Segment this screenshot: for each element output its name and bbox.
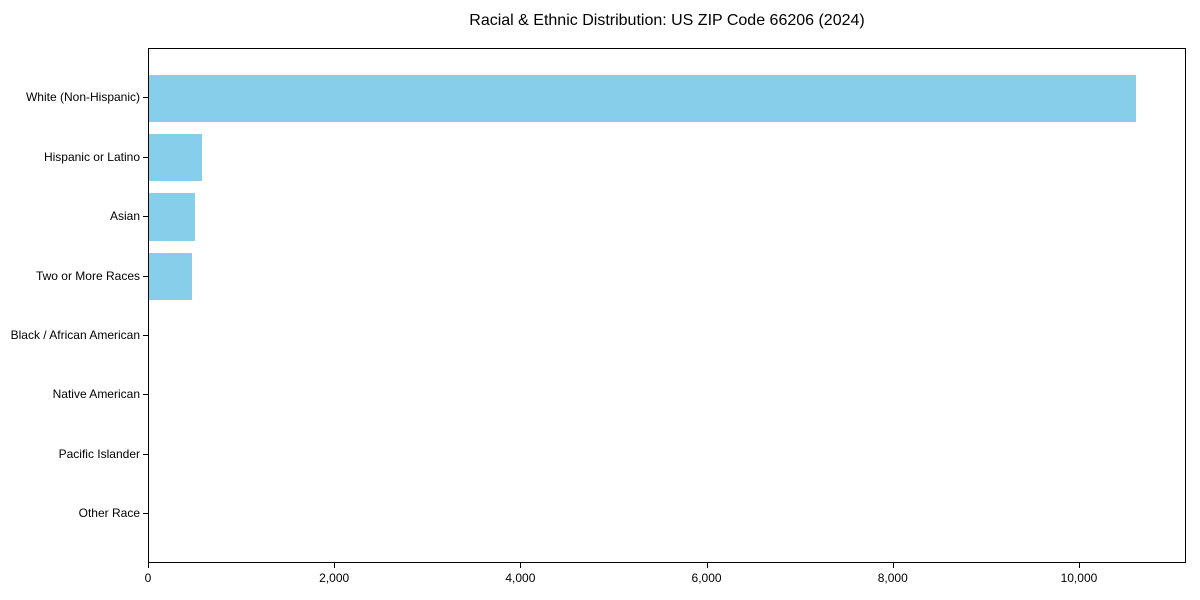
x-tick-mark	[1078, 563, 1080, 568]
y-tick-label: Two or More Races	[35, 268, 140, 283]
y-tick-label: Asian	[109, 209, 140, 224]
x-tick-label: 4,000	[505, 571, 536, 585]
x-tick-mark	[520, 563, 522, 568]
bar-two-or-more-races	[149, 252, 193, 301]
y-tick-mark	[143, 394, 148, 396]
y-tick-mark	[143, 513, 148, 515]
bar-asian	[149, 193, 196, 241]
x-tick-mark	[706, 563, 708, 568]
plot-area	[148, 48, 1186, 563]
y-tick-label: Other Race	[78, 506, 140, 521]
chart-title: Racial & Ethnic Distribution: US ZIP Cod…	[469, 12, 865, 29]
x-tick-label: 8,000	[877, 571, 908, 585]
y-tick-mark	[143, 216, 148, 218]
y-tick-label: Black / African American	[10, 328, 140, 343]
y-tick-mark	[143, 453, 148, 455]
y-tick-mark	[143, 335, 148, 337]
x-tick-mark	[148, 563, 149, 568]
y-tick-mark	[143, 275, 148, 277]
x-tick-label: 6,000	[691, 571, 722, 585]
y-tick-label: Pacific Islander	[58, 446, 140, 461]
y-tick-label: Hispanic or Latino	[43, 149, 140, 164]
x-tick-label: 0	[144, 571, 152, 585]
x-tick-label: 2,000	[319, 571, 350, 585]
bar-white-non-hispanic	[149, 74, 1136, 123]
y-tick-label: Native American	[52, 387, 140, 402]
x-tick-mark	[892, 563, 894, 568]
y-tick-label: White (Non-Hispanic)	[25, 90, 140, 105]
y-tick-mark	[143, 97, 148, 99]
y-tick-mark	[143, 156, 148, 158]
x-tick-label: 10,000	[1060, 571, 1098, 585]
bar-hispanic-or-latino	[149, 133, 203, 182]
x-tick-mark	[334, 563, 336, 568]
